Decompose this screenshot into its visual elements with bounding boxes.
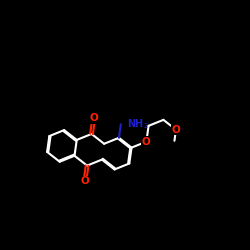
Text: O: O — [90, 113, 98, 123]
Text: NH$_2$: NH$_2$ — [126, 118, 148, 131]
Text: O: O — [80, 176, 89, 186]
Text: O: O — [172, 125, 180, 135]
Text: O: O — [142, 137, 151, 147]
